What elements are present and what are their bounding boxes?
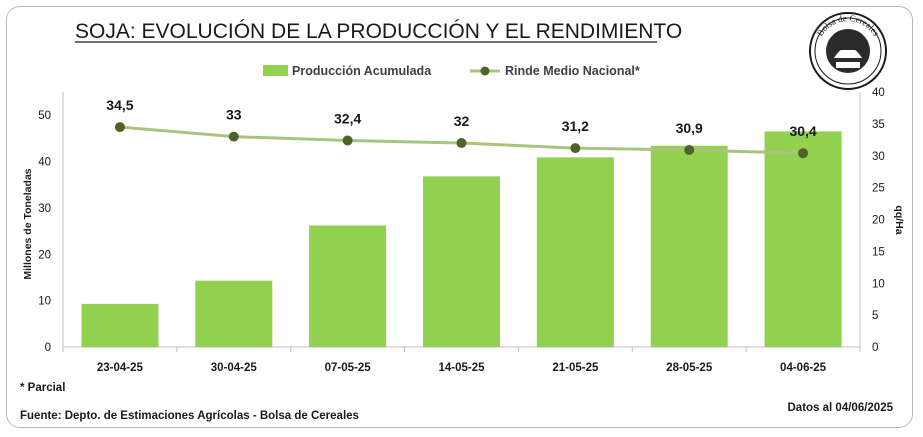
footnote-source: Fuente: Depto. de Estimaciones Agrícolas… [20, 410, 359, 422]
footnote-partial: * Parcial [20, 382, 65, 394]
legend-swatch-marker [480, 66, 490, 76]
data-label: 34,5 [106, 97, 133, 113]
y-right-tick-label: 25 [872, 183, 885, 195]
x-tick-label: 21-05-25 [552, 362, 599, 374]
legend-label-bar: Producción Acumulada [292, 64, 432, 78]
bolsa-de-cereales-seal-icon: Bolsa de Cereales [809, 12, 887, 90]
data-label: 31,2 [562, 118, 589, 134]
legend: Producción Acumulada Rinde Medio Naciona… [263, 64, 640, 78]
plot-area: 0 10 20 30 40 50 0 5 10 15 20 25 30 35 40 23-04-25 30-04… [38, 87, 885, 374]
y-right-tick-label: 0 [872, 342, 878, 354]
chart-title: SOJA: EVOLUCIÓN DE LA PRODUCCIÓN Y EL RE… [75, 20, 682, 43]
bar [650, 145, 728, 347]
y-left-tick-label: 0 [45, 342, 51, 354]
bar [195, 280, 273, 347]
y-right-tick-label: 15 [872, 246, 885, 258]
line-point [456, 138, 467, 148]
legend-label-line: Rinde Medio Nacional* [505, 64, 640, 78]
bar [536, 157, 614, 347]
data-label: 32 [454, 113, 470, 129]
line-point [570, 143, 581, 154]
data-label: 32,4 [334, 110, 361, 126]
x-tick-label: 07-05-25 [325, 362, 372, 374]
y-right-axis-title: qq/Ha [893, 205, 905, 234]
bar [81, 303, 159, 347]
x-tick-label: 30-04-25 [211, 362, 258, 374]
line-point [798, 148, 809, 159]
footnote-date: Datos al 04/06/2025 [788, 402, 894, 414]
y-left-tick-label: 50 [38, 110, 51, 122]
x-tick-label: 23-04-25 [97, 362, 144, 374]
y-left-tick-label: 40 [38, 157, 51, 169]
y-left-axis-title: Millones de Toneladas [22, 168, 34, 279]
y-right-tick-label: 30 [872, 151, 885, 163]
y-left-tick-label: 20 [38, 249, 51, 261]
bar [764, 131, 842, 347]
line-point [684, 145, 695, 156]
y-right-tick-label: 5 [872, 310, 878, 322]
line-point [228, 131, 239, 142]
data-label: 30,4 [789, 123, 816, 139]
bar [309, 225, 387, 347]
x-tick-label: 28-05-25 [666, 362, 713, 374]
line-point [342, 135, 353, 146]
y-left-tick-label: 30 [38, 203, 51, 215]
legend-swatch-bar [263, 65, 288, 76]
y-right-tick-label: 35 [872, 119, 885, 131]
x-tick-label: 04-06-25 [780, 362, 827, 374]
y-right-tick-label: 40 [872, 87, 885, 99]
bar [423, 176, 500, 347]
data-label: 30,9 [676, 120, 703, 136]
y-left-tick-label: 10 [38, 296, 51, 308]
data-label: 33 [226, 107, 242, 123]
line-point [114, 122, 125, 133]
x-tick-label: 14-05-25 [438, 362, 485, 374]
y-right-tick-label: 10 [872, 278, 885, 290]
y-right-tick-label: 20 [872, 215, 885, 227]
